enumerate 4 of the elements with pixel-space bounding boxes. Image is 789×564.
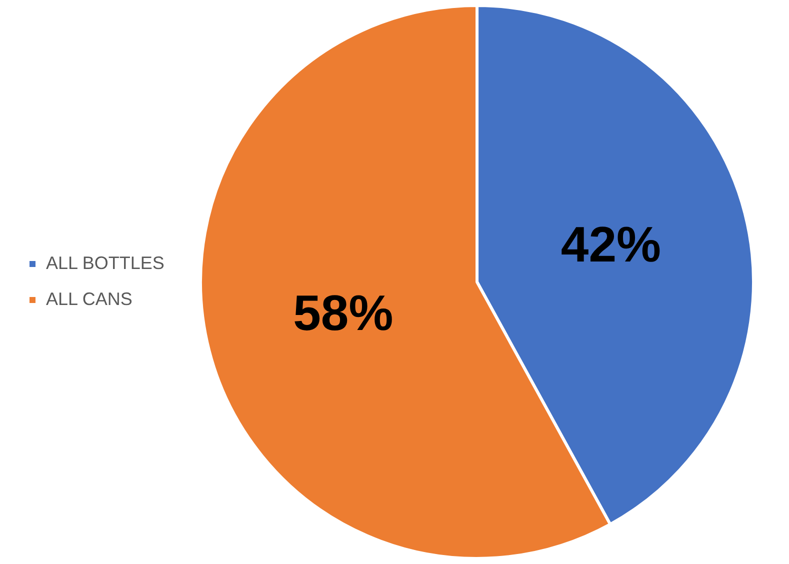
legend-label: ALL CANS [46,288,132,309]
data-label: 42% [560,216,661,272]
legend-label: ALL BOTTLES [46,252,164,273]
data-label: 58% [293,285,394,342]
